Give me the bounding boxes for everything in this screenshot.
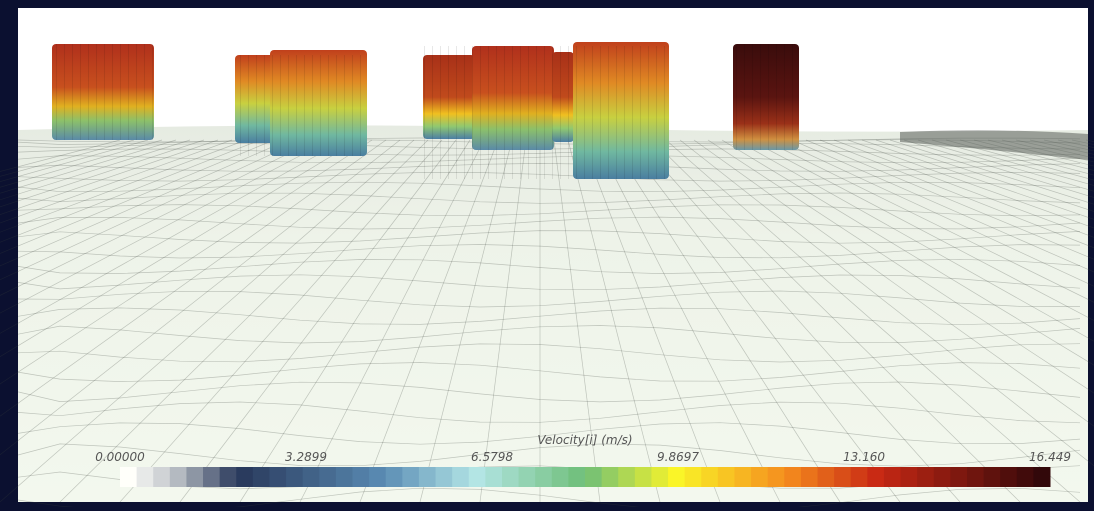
colorbar-swatch — [203, 467, 220, 487]
colorbar-swatch — [452, 467, 469, 487]
panel-texture — [733, 44, 799, 150]
colorbar-swatch — [884, 467, 901, 487]
colorbar-swatch — [1017, 467, 1034, 487]
colorbar-swatch — [535, 467, 552, 487]
colorbar-swatch — [286, 467, 303, 487]
colorbar-swatch — [552, 467, 569, 487]
colorbar-swatch — [220, 467, 237, 487]
colorbar-swatch — [369, 467, 386, 487]
visualization: Velocity[i] (m/s) 0.00000 3.2899 6.5798 9.8… — [0, 0, 1094, 507]
colorbar-tick-label: 0.00000 — [95, 450, 145, 464]
colorbar-tick-label: 16.449 — [1029, 450, 1071, 464]
colorbar-tick-label: 3.2899 — [285, 450, 327, 464]
colorbar-swatch — [917, 467, 934, 487]
colorbar-swatch — [170, 467, 187, 487]
colorbar-swatch — [751, 467, 768, 487]
colorbar-swatch — [602, 467, 619, 487]
colorbar-swatch — [336, 467, 353, 487]
colorbar-tick-label: 9.8697 — [657, 450, 699, 464]
colorbar-swatch — [469, 467, 486, 487]
colorbar-swatch — [585, 467, 602, 487]
colorbar-swatch — [485, 467, 502, 487]
colorbar-swatch — [1000, 467, 1017, 487]
colorbar-swatch — [419, 467, 436, 487]
colorbar-swatch — [668, 467, 685, 487]
colorbar-swatch — [967, 467, 984, 487]
colorbar-title: Velocity[i] (m/s) — [537, 433, 632, 447]
colorbar-swatch — [319, 467, 336, 487]
colorbar-swatch — [568, 467, 585, 487]
colorbar-swatch — [834, 467, 851, 487]
colorbar-swatch — [186, 467, 203, 487]
colorbar-swatch — [1033, 467, 1050, 487]
colorbar — [120, 467, 1051, 487]
colorbar-swatch — [353, 467, 370, 487]
colorbar-swatch — [901, 467, 918, 487]
colorbar-swatch — [934, 467, 951, 487]
colorbar-swatch — [137, 467, 154, 487]
colorbar-swatch — [818, 467, 835, 487]
colorbar-swatch — [851, 467, 868, 487]
colorbar-swatch — [436, 467, 453, 487]
colorbar-swatch — [120, 467, 137, 487]
colorbar-swatch — [801, 467, 818, 487]
colorbar-swatch — [236, 467, 253, 487]
colorbar-swatch — [950, 467, 967, 487]
panel-texture — [235, 55, 367, 156]
colorbar-swatch — [519, 467, 536, 487]
colorbar-swatch — [502, 467, 519, 487]
colorbar-swatch — [402, 467, 419, 487]
panel-texture — [52, 44, 154, 140]
colorbar-swatch — [269, 467, 286, 487]
colorbar-swatch — [303, 467, 320, 487]
colorbar-swatch — [651, 467, 668, 487]
colorbar-tick-label: 6.5798 — [471, 450, 513, 464]
colorbar-swatch — [701, 467, 718, 487]
colorbar-swatch — [253, 467, 270, 487]
colorbar-swatch — [718, 467, 735, 487]
colorbar-swatch — [635, 467, 652, 487]
colorbar-swatch — [618, 467, 635, 487]
colorbar-swatch — [867, 467, 884, 487]
colorbar-swatch — [734, 467, 751, 487]
colorbar-tick-label: 13.160 — [843, 450, 885, 464]
colorbar-swatch — [984, 467, 1001, 487]
colorbar-swatch — [386, 467, 403, 487]
colorbar-swatch — [784, 467, 801, 487]
colorbar-swatch — [768, 467, 785, 487]
panel-texture — [423, 46, 669, 179]
colorbar-swatch — [153, 467, 170, 487]
colorbar-swatch — [685, 467, 702, 487]
